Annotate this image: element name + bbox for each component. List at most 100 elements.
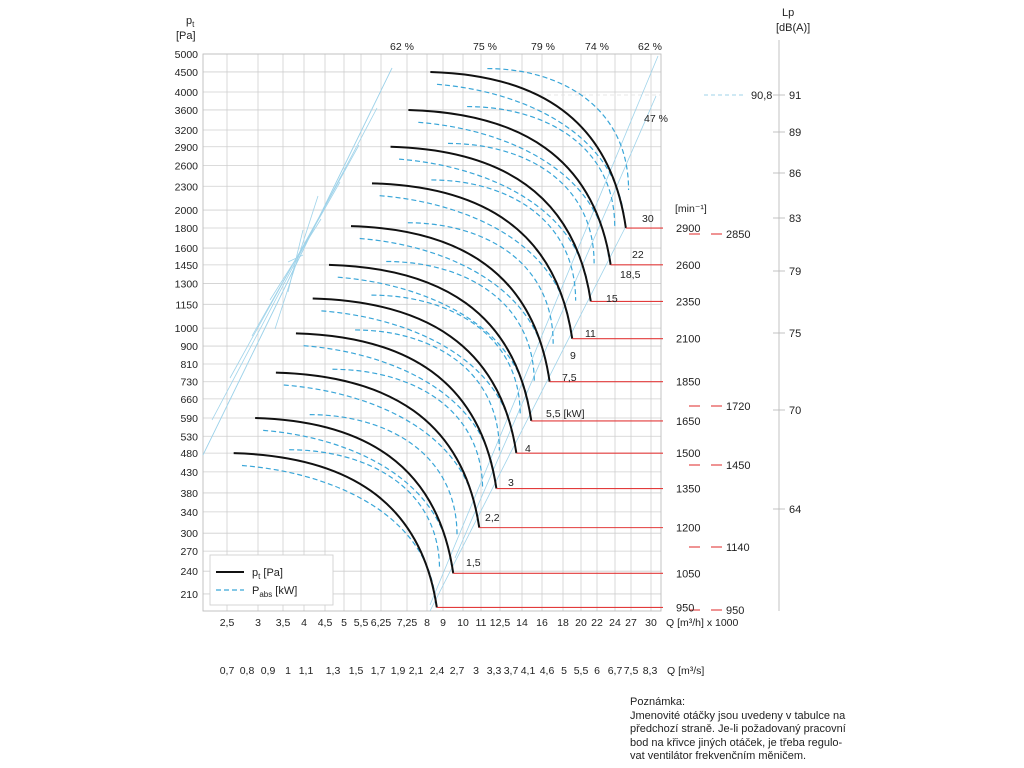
x-tick-label: 24 — [609, 617, 621, 629]
right-axis-tick-label: 89 — [789, 127, 801, 139]
x2-tick-label: 6,7 — [608, 665, 623, 677]
power-label: 7,5 — [562, 372, 577, 384]
efficiency-label: 47 % — [644, 113, 668, 125]
y-axis-unit: [Pa] — [176, 30, 196, 42]
power-label: 5,5 [kW] — [546, 408, 585, 420]
x-tick-label: 22 — [591, 617, 603, 629]
pressure-curve — [255, 417, 455, 574]
y-tick-label: 900 — [180, 341, 198, 353]
pressure-curve — [430, 70, 627, 229]
x2-tick-label: 2,7 — [450, 665, 465, 677]
plot-frame — [202, 53, 662, 612]
efficiency-label: 62 % — [390, 41, 414, 53]
y-tick-label: 2600 — [175, 160, 199, 172]
x-tick-label: 30 — [645, 617, 657, 629]
power-label: 11 — [585, 328, 596, 340]
guide-line — [454, 95, 657, 559]
y-tick-label: 1150 — [175, 299, 198, 311]
pressure-curve — [408, 108, 612, 265]
y-tick-label: 660 — [180, 394, 198, 406]
x2-axis-label: Q [m³/s] — [667, 665, 704, 677]
x2-tick-label: 4,1 — [521, 665, 536, 677]
x-tick-label: 27 — [625, 617, 637, 629]
efficiency-label: 74 % — [585, 41, 609, 53]
power-curve — [359, 237, 549, 374]
y-tick-label: 3200 — [175, 125, 199, 137]
y-tick-label: 1300 — [175, 278, 199, 290]
alt-speed-label: 2850 — [726, 229, 750, 241]
y-tick-label: 5000 — [175, 49, 199, 61]
right-axis-tick-label: 79 — [789, 266, 801, 278]
power-curve — [431, 179, 577, 301]
legend-power-base: P — [252, 585, 259, 597]
x-tick-label: 2,5 — [220, 617, 235, 629]
power-curve — [407, 222, 554, 344]
power-curve — [303, 345, 496, 481]
y-tick-label: 300 — [180, 528, 198, 540]
x2-tick-label: 0,7 — [220, 665, 235, 677]
y-tick-label: 4500 — [175, 67, 199, 79]
x2-tick-label: 8,3 — [643, 665, 658, 677]
power-curve — [355, 329, 500, 451]
power-label: 3 — [508, 477, 514, 489]
legend-pressure-unit: [Pa] — [260, 567, 283, 579]
note-title: Poznámka: — [630, 696, 686, 708]
y-tick-label: 240 — [180, 566, 198, 578]
x-tick-label: 5 — [341, 617, 347, 629]
y-tick-label: 2900 — [175, 142, 199, 154]
x-tick-label: 8 — [424, 617, 430, 629]
y-axis-label-sub: t — [192, 20, 195, 29]
power-curve — [418, 121, 610, 257]
right-axis-tick-label: 64 — [789, 504, 801, 516]
speed-label: 1850 — [676, 377, 700, 389]
legend: pt [Pa]Pabs [kW] — [209, 554, 334, 606]
alt-speed-label: 1720 — [726, 401, 750, 413]
x2-tick-label: 5,5 — [574, 665, 589, 677]
pressure-curve — [328, 263, 533, 422]
power-curve — [386, 260, 535, 383]
pressure-curve — [350, 225, 551, 382]
x-tick-label: 3,5 — [276, 617, 291, 629]
y-tick-label: 380 — [180, 488, 198, 500]
x2-tick-label: 7,5 — [624, 665, 639, 677]
right-axis-tick-label: 91 — [789, 90, 801, 102]
efficiency-label: 75 % — [473, 41, 497, 53]
x2-tick-label: 1,7 — [371, 665, 386, 677]
power-curve — [283, 384, 478, 520]
x-tick-label: 14 — [516, 617, 528, 629]
alt-speed-label: 950 — [726, 605, 744, 617]
x2-tick-label: 2,1 — [409, 665, 424, 677]
power-label: 15 — [606, 293, 618, 305]
speed-label: 2350 — [676, 296, 700, 308]
y-tick-label: 530 — [180, 431, 198, 443]
x-tick-label: 11 — [476, 617, 487, 629]
speed-guide-lines — [202, 55, 659, 612]
pressure-curve — [312, 297, 518, 454]
pressure-curves — [233, 70, 627, 608]
power-curve — [263, 429, 452, 566]
y-axis-label: pt — [186, 15, 195, 29]
power-curve — [289, 449, 441, 570]
labels: 5000 4500 4000 3600 3200 2900 2600 2300 2000 1800… — [175, 7, 811, 677]
power-curve — [321, 310, 516, 445]
y-tick-label: 1450 — [175, 260, 199, 272]
pressure-curve — [390, 145, 592, 302]
right-axis-tick-label: 75 — [789, 328, 801, 340]
note: Poznámka: Jmenovité otáčky jsou uvedeny … — [630, 696, 860, 764]
power-label: 18,5 — [620, 269, 641, 281]
speed-label: 1350 — [676, 484, 700, 496]
power-curve — [487, 67, 630, 191]
x-tick-label: 7,25 — [397, 617, 418, 629]
x2-tick-label: 0,9 — [261, 665, 276, 677]
x-tick-label: 6,25 — [371, 617, 392, 629]
legend-power-unit: [kW] — [272, 585, 297, 597]
x2-tick-label: 3,3 — [487, 665, 502, 677]
right-axis-tick-label: 83 — [789, 213, 801, 225]
x-tick-label: 20 — [575, 617, 587, 629]
speed-label: 1050 — [676, 568, 700, 580]
x-tick-label: 3 — [255, 617, 261, 629]
power-curve — [332, 368, 484, 490]
db-marker-label: 90,8 — [751, 90, 772, 102]
x2-tick-label: 1,1 — [299, 665, 314, 677]
